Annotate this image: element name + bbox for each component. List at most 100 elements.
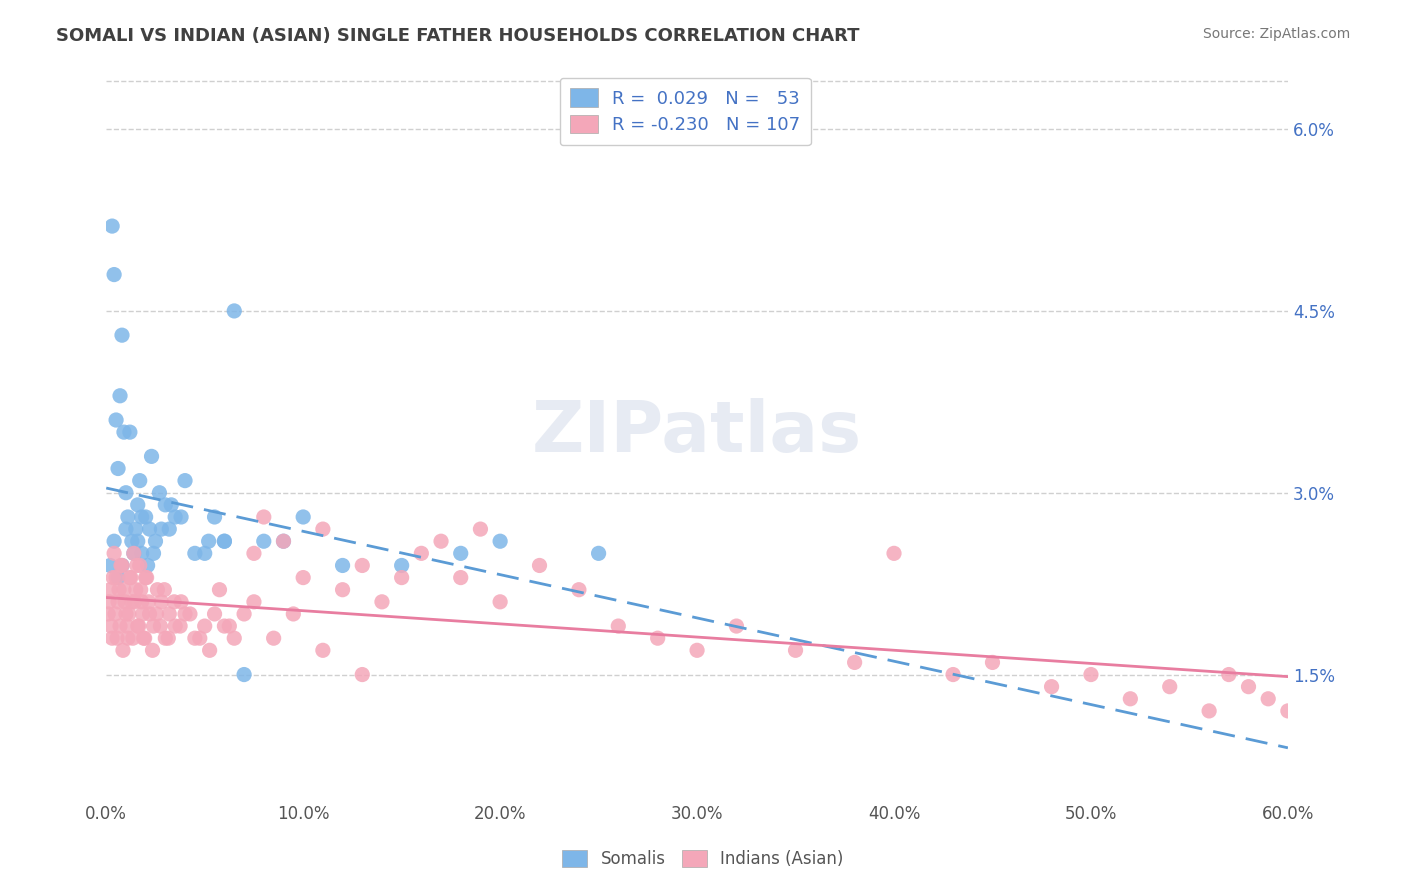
Point xyxy=(450,546,472,560)
Point xyxy=(1218,667,1240,681)
Point xyxy=(184,631,207,645)
Point xyxy=(127,619,149,633)
Point xyxy=(588,546,610,560)
Point xyxy=(105,413,128,427)
Point xyxy=(124,595,146,609)
Point xyxy=(125,582,148,597)
Point xyxy=(111,328,134,343)
Point xyxy=(118,607,141,621)
Point xyxy=(115,522,138,536)
Point xyxy=(155,631,177,645)
Point xyxy=(111,643,134,657)
Point xyxy=(253,534,276,549)
Point xyxy=(1277,704,1299,718)
Point xyxy=(115,619,138,633)
Point xyxy=(157,607,180,621)
Point xyxy=(150,522,173,536)
Point xyxy=(170,595,193,609)
Point xyxy=(1119,691,1142,706)
Point xyxy=(155,498,177,512)
Point xyxy=(647,631,669,645)
Point xyxy=(146,582,169,597)
Point xyxy=(138,522,160,536)
Point xyxy=(97,607,120,621)
Point xyxy=(332,558,354,573)
Text: ZIPatlas: ZIPatlas xyxy=(531,398,862,467)
Point xyxy=(253,510,276,524)
Point xyxy=(179,607,201,621)
Point xyxy=(273,534,295,549)
Point xyxy=(145,534,167,549)
Point xyxy=(529,558,551,573)
Point xyxy=(136,558,159,573)
Point xyxy=(163,595,186,609)
Point xyxy=(430,534,453,549)
Point xyxy=(184,546,207,560)
Point xyxy=(129,582,152,597)
Point xyxy=(98,582,121,597)
Point xyxy=(100,619,122,633)
Point xyxy=(188,631,211,645)
Point xyxy=(101,631,124,645)
Point xyxy=(117,510,139,524)
Point xyxy=(128,619,150,633)
Point xyxy=(785,643,807,657)
Point xyxy=(141,643,163,657)
Point xyxy=(125,522,148,536)
Point xyxy=(107,461,129,475)
Point xyxy=(101,571,124,585)
Point xyxy=(1198,704,1220,718)
Point xyxy=(108,582,131,597)
Point xyxy=(112,425,135,439)
Point xyxy=(134,631,156,645)
Point xyxy=(204,607,226,621)
Point xyxy=(105,631,128,645)
Point xyxy=(122,546,145,560)
Point xyxy=(283,607,305,621)
Point xyxy=(174,607,197,621)
Point xyxy=(98,558,121,573)
Point xyxy=(141,450,163,464)
Point xyxy=(233,607,256,621)
Point xyxy=(105,571,128,585)
Point xyxy=(352,667,374,681)
Point xyxy=(118,425,141,439)
Point xyxy=(149,619,172,633)
Point xyxy=(138,595,160,609)
Point xyxy=(120,571,142,585)
Point xyxy=(174,474,197,488)
Point xyxy=(98,595,121,609)
Point xyxy=(121,534,143,549)
Point xyxy=(470,522,492,536)
Point xyxy=(131,510,153,524)
Point xyxy=(153,582,176,597)
Point xyxy=(352,558,374,573)
Point xyxy=(450,571,472,585)
Point xyxy=(391,558,413,573)
Point xyxy=(107,595,129,609)
Point xyxy=(607,619,630,633)
Point xyxy=(218,619,240,633)
Point xyxy=(135,510,157,524)
Point xyxy=(1080,667,1102,681)
Point xyxy=(198,643,221,657)
Point xyxy=(135,571,157,585)
Point xyxy=(131,595,153,609)
Point xyxy=(224,631,246,645)
Point xyxy=(108,619,131,633)
Point xyxy=(118,571,141,585)
Point xyxy=(131,546,153,560)
Point xyxy=(263,631,285,645)
Point xyxy=(103,546,125,560)
Point xyxy=(103,534,125,549)
Legend: R =  0.029   N =   53, R = -0.230   N = 107: R = 0.029 N = 53, R = -0.230 N = 107 xyxy=(560,78,811,145)
Point xyxy=(194,619,217,633)
Point xyxy=(204,510,226,524)
Point xyxy=(194,546,217,560)
Point xyxy=(489,595,512,609)
Point xyxy=(411,546,433,560)
Point xyxy=(169,619,191,633)
Point xyxy=(725,619,748,633)
Point xyxy=(243,546,266,560)
Point xyxy=(214,534,236,549)
